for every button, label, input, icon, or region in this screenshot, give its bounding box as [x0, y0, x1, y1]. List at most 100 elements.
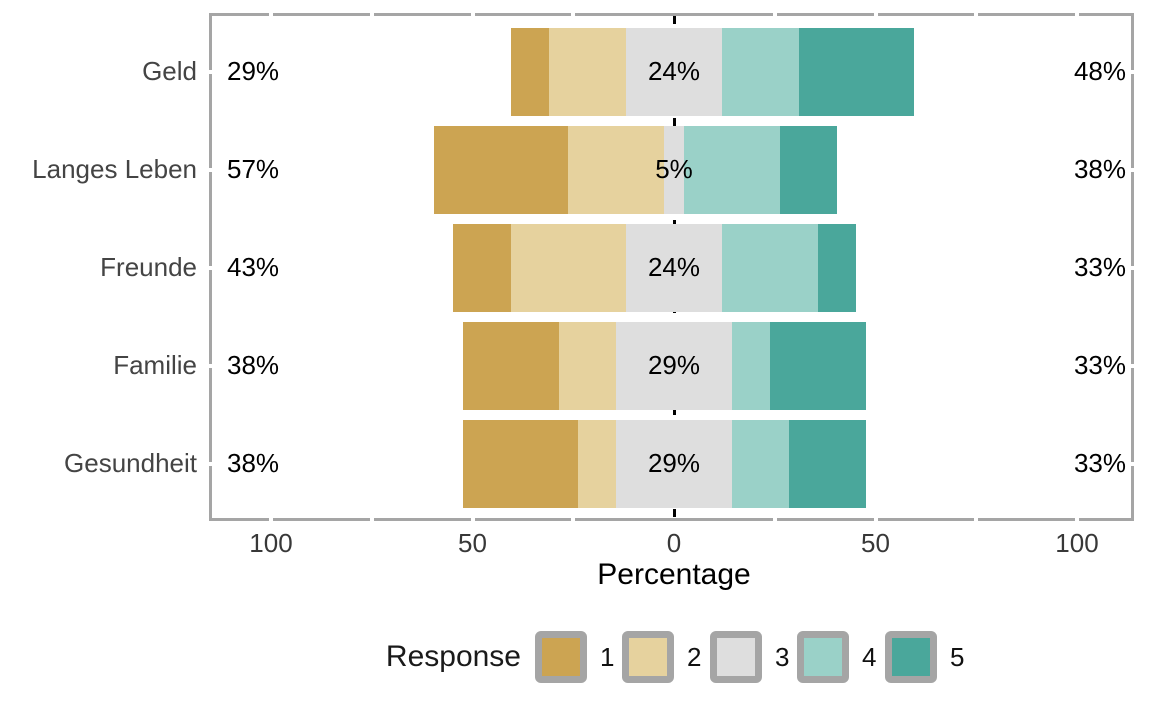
bar-segment-response-3	[664, 126, 684, 214]
bar-segment-response-3	[626, 224, 722, 312]
legend-title: Response	[385, 640, 521, 673]
x-tick-mark	[571, 518, 576, 521]
percent-label-left: 43%	[227, 252, 280, 282]
bar-segment-response-3	[616, 322, 732, 410]
y-tick-mark	[1131, 266, 1134, 270]
x-tick-mark	[772, 13, 777, 16]
bar-segment-response-5	[769, 322, 866, 410]
x-tick-mark	[1075, 518, 1079, 521]
percent-label-left: 57%	[227, 154, 280, 184]
bar-row-geld	[510, 28, 914, 116]
legend-label-response-5: 5	[950, 642, 965, 672]
category-label: Freunde	[100, 252, 197, 282]
bar-segment-response-4	[721, 28, 799, 116]
legend-label-response-2: 2	[687, 642, 702, 672]
category-label: Familie	[113, 350, 197, 380]
x-tick-mark	[470, 13, 475, 16]
bar-segment-response-2	[568, 126, 665, 214]
legend-key-response-2	[622, 631, 674, 683]
percent-label-right: 33%	[1073, 448, 1126, 478]
y-tick-mark	[209, 70, 212, 74]
legend-key-response-1	[535, 631, 587, 683]
x-tick-mark	[369, 518, 374, 521]
legend-label-response-3: 3	[775, 642, 790, 672]
x-tick-mark	[873, 518, 878, 521]
y-tick-mark	[209, 462, 212, 466]
percent-label-center: 24%	[647, 252, 701, 282]
x-tick-mark	[873, 13, 878, 16]
percent-label-right: 38%	[1073, 154, 1126, 184]
x-tick-mark	[470, 518, 475, 521]
bar-segment-response-1	[434, 126, 569, 214]
legend-swatch-response-3	[717, 638, 755, 676]
legend-label-response-1: 1	[600, 642, 615, 672]
y-tick-mark	[1131, 70, 1134, 74]
x-tick-mark	[369, 13, 374, 16]
bar-row-gesundheit	[462, 420, 866, 508]
plot-panel	[209, 13, 1134, 521]
bar-segment-response-4	[721, 224, 818, 312]
percent-label-left: 29%	[227, 56, 280, 86]
bar-segment-response-1	[462, 322, 559, 410]
legend-swatch-response-5	[892, 638, 930, 676]
y-tick-mark	[209, 168, 212, 172]
category-label: Langes Leben	[32, 154, 197, 184]
bar-segment-response-5	[789, 420, 866, 508]
bar-segment-response-1	[462, 420, 579, 508]
percent-label-right: 33%	[1073, 252, 1126, 282]
x-tick-label: 0	[666, 528, 682, 558]
percent-label-center: 24%	[647, 56, 701, 86]
bar-segment-response-4	[731, 420, 790, 508]
bar-segment-response-4	[731, 322, 770, 410]
legend-key-response-4	[797, 631, 849, 683]
bar-segment-response-4	[683, 126, 780, 214]
percent-label-center: 29%	[647, 350, 701, 380]
x-tick-mark	[269, 13, 273, 16]
y-tick-mark	[1131, 168, 1134, 172]
category-label: Geld	[142, 56, 197, 86]
percent-label-center: 5%	[655, 154, 693, 184]
legend-key-response-3	[710, 631, 762, 683]
y-tick-mark	[209, 266, 212, 270]
legend-key-response-5	[885, 631, 937, 683]
x-tick-label: 100	[1055, 528, 1099, 558]
bar-segment-response-5	[817, 224, 857, 312]
y-tick-mark	[209, 364, 212, 368]
bar-segment-response-2	[549, 28, 626, 116]
percent-label-center: 29%	[647, 448, 701, 478]
x-tick-mark	[571, 13, 576, 16]
percent-label-left: 38%	[227, 448, 280, 478]
y-tick-mark	[1131, 364, 1134, 368]
legend-swatch-response-2	[629, 638, 667, 676]
x-tick-mark	[974, 518, 979, 521]
bar-segment-response-2	[558, 322, 617, 410]
x-tick-label: 50	[458, 528, 487, 558]
x-tick-mark	[1075, 13, 1079, 16]
bar-row-familie	[462, 322, 866, 410]
bar-segment-response-3	[626, 28, 722, 116]
bar-row-langes-leben	[434, 126, 838, 214]
bar-segment-response-2	[510, 224, 626, 312]
x-tick-mark	[974, 13, 979, 16]
bar-segment-response-1	[510, 28, 550, 116]
category-label: Gesundheit	[64, 448, 197, 478]
x-tick-mark	[269, 518, 273, 521]
bar-segment-response-2	[578, 420, 617, 508]
x-tick-label: 100	[249, 528, 293, 558]
percent-label-left: 38%	[227, 350, 280, 380]
legend-label-response-4: 4	[862, 642, 877, 672]
bar-segment-response-3	[616, 420, 732, 508]
x-axis-title: Percentage	[597, 558, 751, 591]
legend-swatch-response-1	[542, 638, 580, 676]
bar-segment-response-5	[779, 126, 838, 214]
percent-label-right: 48%	[1073, 56, 1126, 86]
legend-swatch-response-4	[804, 638, 842, 676]
bar-segment-response-5	[798, 28, 914, 116]
bar-row-freunde	[453, 224, 857, 312]
percent-label-right: 33%	[1073, 350, 1126, 380]
y-tick-mark	[1131, 462, 1134, 466]
x-tick-mark	[772, 518, 777, 521]
bar-segment-response-1	[453, 224, 511, 312]
x-tick-label: 50	[861, 528, 890, 558]
